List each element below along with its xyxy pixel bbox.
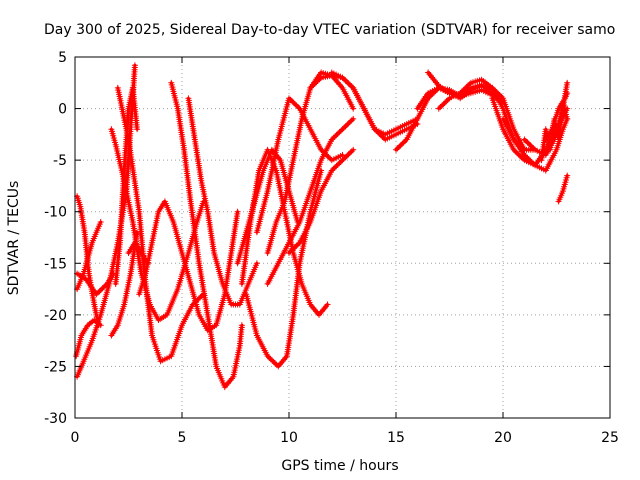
series-arc-05 — [74, 270, 117, 298]
y-tick-label: -20 — [44, 308, 67, 324]
series-markers — [125, 239, 151, 267]
series-arc-09 — [114, 84, 207, 365]
x-tick-label: 5 — [178, 430, 187, 446]
y-tick-label: 0 — [58, 102, 67, 118]
series-markers — [264, 69, 357, 257]
y-tick-label: -25 — [44, 359, 67, 375]
series-line — [287, 148, 355, 255]
series-markers — [74, 270, 117, 298]
series-arc-31 — [542, 90, 571, 143]
y-tick-label: 5 — [58, 50, 67, 66]
x-tick-label: 15 — [387, 430, 405, 446]
grid-lines — [75, 57, 610, 418]
series-markers — [542, 90, 571, 143]
y-tick-label: -5 — [53, 153, 67, 169]
series-markers — [253, 95, 346, 236]
series-arc-32 — [555, 172, 571, 205]
series-arc-20 — [285, 146, 357, 257]
series-arc-13 — [185, 95, 260, 308]
y-tick-label: -10 — [44, 205, 67, 221]
chart-title: Day 300 of 2025, Sidereal Day-to-day VTE… — [44, 22, 615, 38]
series-markers — [328, 69, 421, 138]
series-arc-04 — [74, 193, 102, 329]
x-tick-labels: 0 5 10 15 20 25 — [71, 430, 619, 446]
y-tick-labels: -30 -25 -20 -15 -10 -5 0 5 — [44, 50, 67, 427]
y-tick-label: -15 — [44, 256, 67, 272]
series-markers — [185, 95, 260, 308]
series-markers — [238, 146, 331, 318]
y-tick-label: -30 — [44, 411, 67, 427]
series-markers — [285, 146, 357, 257]
series-layer — [73, 62, 571, 391]
y-axis-label: SDTVAR / TECUs — [6, 181, 22, 296]
x-tick-label: 10 — [280, 430, 298, 446]
series-arc-10 — [125, 239, 151, 267]
series-markers — [264, 115, 357, 287]
series-markers — [114, 84, 207, 365]
x-axis-label: GPS time / hours — [281, 458, 398, 474]
series-markers — [555, 172, 571, 205]
x-tick-label: 25 — [601, 430, 619, 446]
series-arc-12 — [168, 79, 245, 391]
series-markers — [74, 193, 102, 329]
series-arc-15 — [238, 146, 331, 318]
axis-ticks — [74, 56, 611, 419]
x-tick-label: 20 — [494, 430, 512, 446]
series-arc-22 — [328, 69, 421, 138]
plot-frame — [74, 56, 611, 419]
series-arc-18 — [264, 69, 357, 257]
series-arc-17 — [253, 95, 346, 236]
series-markers — [168, 79, 245, 391]
x-tick-label: 0 — [71, 430, 80, 446]
series-arc-19 — [264, 115, 357, 287]
